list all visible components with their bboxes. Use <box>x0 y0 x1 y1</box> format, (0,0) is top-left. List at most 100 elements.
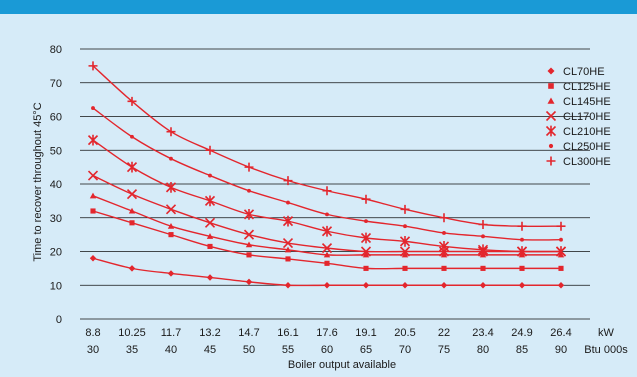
data-point <box>401 251 409 258</box>
data-point <box>246 252 252 258</box>
data-point <box>400 204 410 214</box>
x-tick-label-btu: 40 <box>165 344 177 356</box>
axis-layer: 0 10 20 30 40 50 60 70 80 8.8 10.25 11.7 13.2 14.7 16.… <box>50 44 572 356</box>
data-point <box>167 222 175 229</box>
data-point <box>283 176 293 186</box>
data-point <box>91 106 95 110</box>
x-tick-label-kw: 13.2 <box>199 327 220 339</box>
y-tick-label: 30 <box>50 213 62 225</box>
data-point <box>323 251 331 258</box>
data-point <box>480 265 486 271</box>
series-CL70HE <box>89 255 565 289</box>
data-point <box>441 265 447 271</box>
data-point <box>360 232 372 244</box>
x-tick-label-btu: 55 <box>282 344 294 356</box>
series-CL125HE <box>90 208 564 271</box>
legend-label: CL70HE <box>563 66 605 78</box>
y-tick-label: 50 <box>50 145 62 157</box>
data-point <box>438 241 450 252</box>
data-point <box>245 241 253 248</box>
legend-marker <box>546 156 556 166</box>
x-tick-label-kw: 26.4 <box>550 327 571 339</box>
series-CL300HE <box>88 61 566 231</box>
x-tick-label-btu: 45 <box>204 344 216 356</box>
x-tick-label-kw: 14.7 <box>238 327 259 339</box>
data-point <box>442 231 446 235</box>
data-point <box>361 194 371 204</box>
data-point <box>322 186 332 196</box>
data-point <box>325 212 329 217</box>
legend-marker <box>547 67 555 75</box>
series-layer <box>87 61 567 289</box>
data-point <box>481 234 485 239</box>
legend-label: CL250HE <box>563 141 611 153</box>
x-tick-label-btu: 50 <box>243 344 255 356</box>
data-point <box>321 225 333 237</box>
legend-marker <box>548 143 554 149</box>
data-point <box>558 265 564 271</box>
y-tick-label: 10 <box>50 280 62 292</box>
top-band <box>0 0 637 14</box>
legend-label: CL125HE <box>563 81 611 93</box>
x-tick-label-kw: 24.9 <box>511 327 532 339</box>
x-tick-label-btu: 35 <box>126 344 138 356</box>
data-point <box>519 265 525 271</box>
data-point <box>128 207 136 214</box>
y-axis-title: Time to recover throughout 45°C <box>32 102 44 261</box>
legend: CL70HE CL125HE CL145HE CL170HE CL210HE CL250H… <box>545 66 611 168</box>
data-point <box>129 220 135 226</box>
data-point <box>440 282 448 289</box>
data-point <box>130 134 134 139</box>
data-point <box>166 127 176 137</box>
data-point <box>362 251 370 258</box>
data-point <box>90 208 96 214</box>
data-point <box>127 96 137 106</box>
y-tick-label: 60 <box>50 112 62 124</box>
x-tick-label-btu: 60 <box>321 344 333 356</box>
x-tick-label-btu: 30 <box>87 344 99 356</box>
y-tick-label: 80 <box>50 44 62 56</box>
data-point <box>87 134 99 146</box>
data-point <box>284 282 292 289</box>
data-point <box>403 224 407 229</box>
data-point <box>282 237 294 249</box>
data-point <box>206 233 214 239</box>
x-tick-label-kw: 17.6 <box>316 327 337 339</box>
x-tick-label-btu: 65 <box>360 344 372 356</box>
legend-marker <box>548 83 554 89</box>
x-tick-label-kw: 11.7 <box>161 327 182 339</box>
data-point <box>323 282 331 289</box>
data-point <box>243 208 255 220</box>
x-axis-title: Boiler output available <box>288 359 396 371</box>
data-point <box>88 61 98 71</box>
data-point <box>556 221 566 231</box>
y-tick-label: 70 <box>50 78 62 90</box>
data-point <box>364 219 368 224</box>
data-point <box>204 195 216 207</box>
data-point <box>286 200 290 205</box>
data-point <box>165 181 177 193</box>
data-point <box>399 235 411 247</box>
data-point <box>402 265 408 271</box>
data-point <box>440 251 448 258</box>
data-point <box>126 161 138 173</box>
data-point <box>165 204 177 215</box>
data-point <box>208 173 212 178</box>
data-point <box>478 220 488 229</box>
data-point <box>363 265 369 271</box>
x-tick-label-kw: 10.25 <box>118 327 146 339</box>
data-point <box>128 265 136 272</box>
legend-marker <box>547 97 555 104</box>
y-tick-label: 20 <box>50 247 62 259</box>
data-point <box>284 246 292 253</box>
data-point <box>557 282 565 289</box>
legend-label: CL170HE <box>563 111 611 123</box>
data-point <box>247 188 251 193</box>
x-tick-label-btu: 70 <box>399 344 411 356</box>
data-point <box>167 270 175 277</box>
x-tick-label-kw: 8.8 <box>85 327 100 339</box>
data-point <box>204 217 216 228</box>
x-tick-label-kw: 19.1 <box>355 327 376 339</box>
